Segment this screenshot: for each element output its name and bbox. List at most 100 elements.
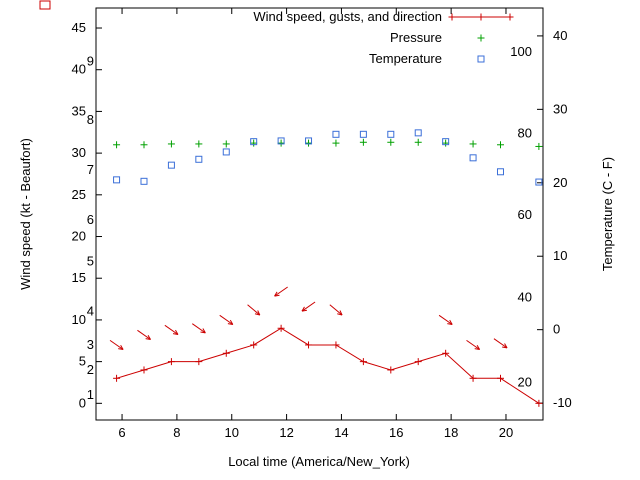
x-tick-label: 12 xyxy=(279,425,293,440)
y-left-tick-label: 5 xyxy=(79,354,86,369)
wind-arrow-head xyxy=(449,319,453,325)
beaufort-scale-label: 3 xyxy=(87,337,94,352)
x-tick-label: 10 xyxy=(225,425,239,440)
y-left-tick-label: 15 xyxy=(72,270,86,285)
x-tick-label: 8 xyxy=(173,425,180,440)
wind-arrow-head xyxy=(118,348,124,351)
y-left-tick-label: 40 xyxy=(72,62,86,77)
temperature-point xyxy=(195,155,203,163)
legend-label: Pressure xyxy=(390,30,442,45)
wind-arrow-shaft xyxy=(301,301,316,312)
fahrenheit-scale-label: 100 xyxy=(510,44,532,59)
temperature-point xyxy=(359,130,367,138)
temperature-point xyxy=(469,154,477,162)
axis-ticks xyxy=(96,8,543,420)
x-axis-title: Local time (America/New_York) xyxy=(228,454,410,469)
beaufort-scale-label: 4 xyxy=(87,304,94,319)
wind-arrow-shaft xyxy=(137,329,151,340)
temperature-point xyxy=(277,137,285,145)
data-series xyxy=(113,129,543,407)
wind-arrow-head xyxy=(200,331,206,334)
wind-arrow-head xyxy=(337,313,343,316)
beaufort-scale-label: 5 xyxy=(87,254,94,269)
wind-arrow-shaft xyxy=(466,339,480,350)
wind-arrow-head xyxy=(504,343,508,349)
fahrenheit-scale-label: 40 xyxy=(518,289,532,304)
beaufort-scale-label: 6 xyxy=(87,212,94,227)
wind-speed-line xyxy=(116,327,540,404)
y-left-tick-label: 25 xyxy=(72,187,86,202)
top-left-red-mark xyxy=(39,0,51,10)
y-right-tick-label: -10 xyxy=(553,395,572,410)
temperature-point xyxy=(167,161,175,169)
beaufort-scale-label: 9 xyxy=(87,53,94,68)
wind-arrow-head xyxy=(301,306,305,312)
x-tick-label: 14 xyxy=(334,425,348,440)
y-right-tick-label: 0 xyxy=(553,322,560,337)
fahrenheit-scale-label: 60 xyxy=(518,207,532,222)
wind-arrow-head xyxy=(447,323,453,326)
right-axis-title: Temperature (C - F) xyxy=(600,157,615,271)
temperature-point xyxy=(442,138,450,146)
y-left-tick-label: 35 xyxy=(72,103,86,118)
wind-arrow-shaft xyxy=(274,286,288,297)
y-left-tick-label: 45 xyxy=(72,20,86,35)
wind-arrow-head xyxy=(274,291,278,297)
wind-arrow-shaft xyxy=(247,304,261,316)
wind-arrow-head xyxy=(147,334,151,340)
temperature-point xyxy=(535,178,543,186)
wind-arrow-shaft xyxy=(191,323,206,334)
temperature-point xyxy=(387,130,395,138)
y-right-tick-label: 30 xyxy=(553,101,567,116)
y-left-tick-label: 20 xyxy=(72,229,86,244)
wind-arrow-shaft xyxy=(109,339,124,350)
y-left-tick-label: 10 xyxy=(72,312,86,327)
temperature-point xyxy=(496,168,504,176)
wind-arrow-shaft xyxy=(219,314,234,325)
beaufort-scale-label: 7 xyxy=(87,162,94,177)
wind-arrow-head xyxy=(254,313,260,316)
y-left-tick-label: 30 xyxy=(72,145,86,160)
wind-arrow-shaft xyxy=(164,324,179,335)
plot-border xyxy=(95,7,544,421)
legend-label: Wind speed, gusts, and direction xyxy=(253,9,442,24)
wind-arrow-head xyxy=(274,294,280,297)
x-tick-label: 18 xyxy=(444,425,458,440)
temperature-point xyxy=(113,176,121,184)
fahrenheit-scale-label: 20 xyxy=(518,375,532,390)
wind-arrow-head xyxy=(301,309,307,312)
scale-inner-labels: 1 2 3 4 5 6 7 8 9 20 40 60 80 100 xyxy=(87,44,532,402)
wind-arrow-head xyxy=(202,328,206,334)
wind-arrow-head xyxy=(502,346,508,349)
legend: Wind speed, gusts, and direction Pressure… xyxy=(253,9,514,66)
legend-marker-sample xyxy=(477,55,485,63)
temperature-point xyxy=(140,177,148,185)
wind-arrow-head xyxy=(229,319,234,325)
y-left-tick-label: 0 xyxy=(79,395,86,410)
x-tick-label: 16 xyxy=(389,425,403,440)
left-axis-title: Wind speed (kt - Beaufort) xyxy=(18,138,33,290)
x-tick-label: 20 xyxy=(499,425,513,440)
y-right-tick-label: 40 xyxy=(553,28,567,43)
wind-direction-arrows xyxy=(109,286,508,351)
wind-arrow-head xyxy=(120,344,124,350)
wind-arrow-head xyxy=(172,333,179,336)
axis-tick-labels: 6 8 10 12 14 16 18 20051015202530354045-1001020… xyxy=(72,20,572,440)
y-right-tick-label: 10 xyxy=(553,248,567,263)
wind-arrow-head xyxy=(175,329,179,335)
beaufort-scale-label: 8 xyxy=(87,112,94,127)
temperature-point xyxy=(305,137,313,145)
temperature-point xyxy=(250,138,258,146)
beaufort-scale-label: 1 xyxy=(87,387,94,402)
y-right-tick-label: 20 xyxy=(553,175,567,190)
wind-arrow-head xyxy=(339,310,343,316)
temperature-point xyxy=(414,129,422,137)
wind-arrow-head xyxy=(227,323,233,326)
beaufort-scale-label: 2 xyxy=(87,362,94,377)
wind-arrow-shaft xyxy=(438,314,453,325)
wind-arrow-shaft xyxy=(329,304,343,316)
wind-arrow-shaft xyxy=(493,338,508,349)
x-tick-label: 6 xyxy=(118,425,125,440)
